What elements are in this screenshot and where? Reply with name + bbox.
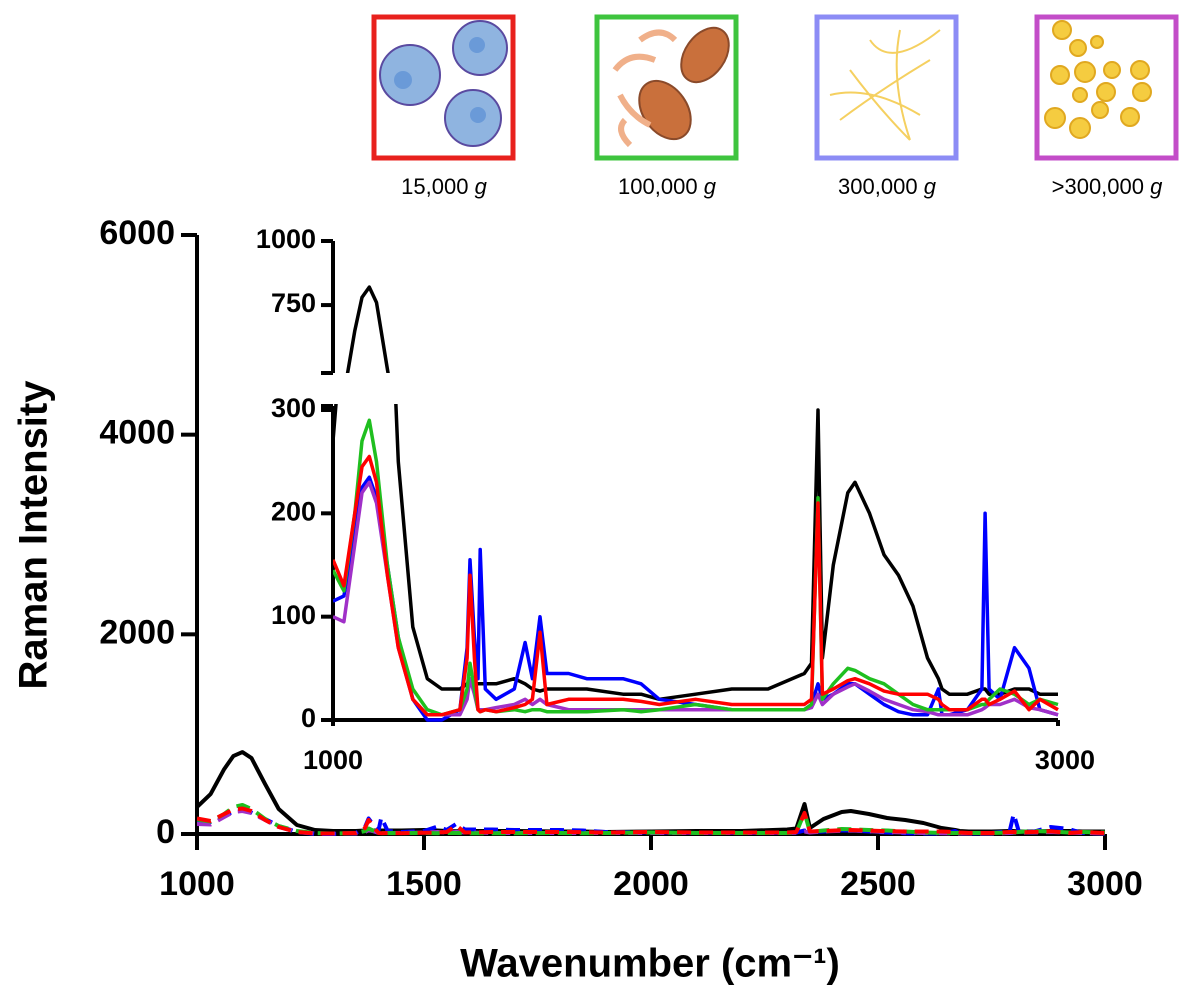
inset-series-line [333,423,1058,496]
y-tick-label: 0 [156,813,175,851]
y-tick-label: 6000 [99,214,175,252]
inset-y-tick-label: 0 [301,703,316,733]
inset-y-tick-label: 750 [271,288,316,318]
inset-x-tick-label: 3000 [1035,745,1095,775]
inset-y-tick-label: 200 [271,496,316,526]
y-tick-label: 2000 [99,613,175,651]
inset-series-line [333,0,1058,699]
inset-series-line [333,457,1058,715]
y-tick-label: 4000 [99,414,175,452]
inset-series-line [333,420,1058,715]
chart: Raman Intensity Wavenumber (cm⁻¹) 020004… [0,0,1180,994]
inset-series-line [333,477,1058,720]
icon-mitochondria [615,19,739,149]
legend-label: >300,000 g [1052,174,1163,199]
inset-y-tick-label: 1000 [256,224,316,254]
x-axis-title: Wavenumber (cm⁻¹) [460,942,840,986]
icon-nuclei [380,21,507,146]
x-tick-label: 2000 [613,865,689,903]
legend-label: 100,000 g [618,174,717,199]
icon-fibers [830,30,940,140]
legend-label: 300,000 g [838,174,937,199]
inset-x-tick-label: 1000 [303,745,363,775]
inset-plot-upper [333,287,1058,497]
inset-series-line [333,438,1058,496]
inset-plot-lower [333,0,1058,720]
legend-label: 15,000 g [401,174,487,199]
inset-series-line [333,432,1058,496]
inset-series-line [333,437,1058,497]
inset-y-tick-label: 100 [271,600,316,630]
x-tick-label: 2500 [840,865,916,903]
x-tick-label: 3000 [1067,865,1143,903]
inset-y-tick-label: 300 [271,393,316,423]
icon-vesicles [1045,21,1151,138]
inset-series-line [333,482,1058,715]
x-tick-label: 1500 [386,865,462,903]
x-tick-label: 1000 [159,865,235,903]
y-axis-title: Raman Intensity [12,380,56,690]
inset-series-line [333,287,1058,492]
